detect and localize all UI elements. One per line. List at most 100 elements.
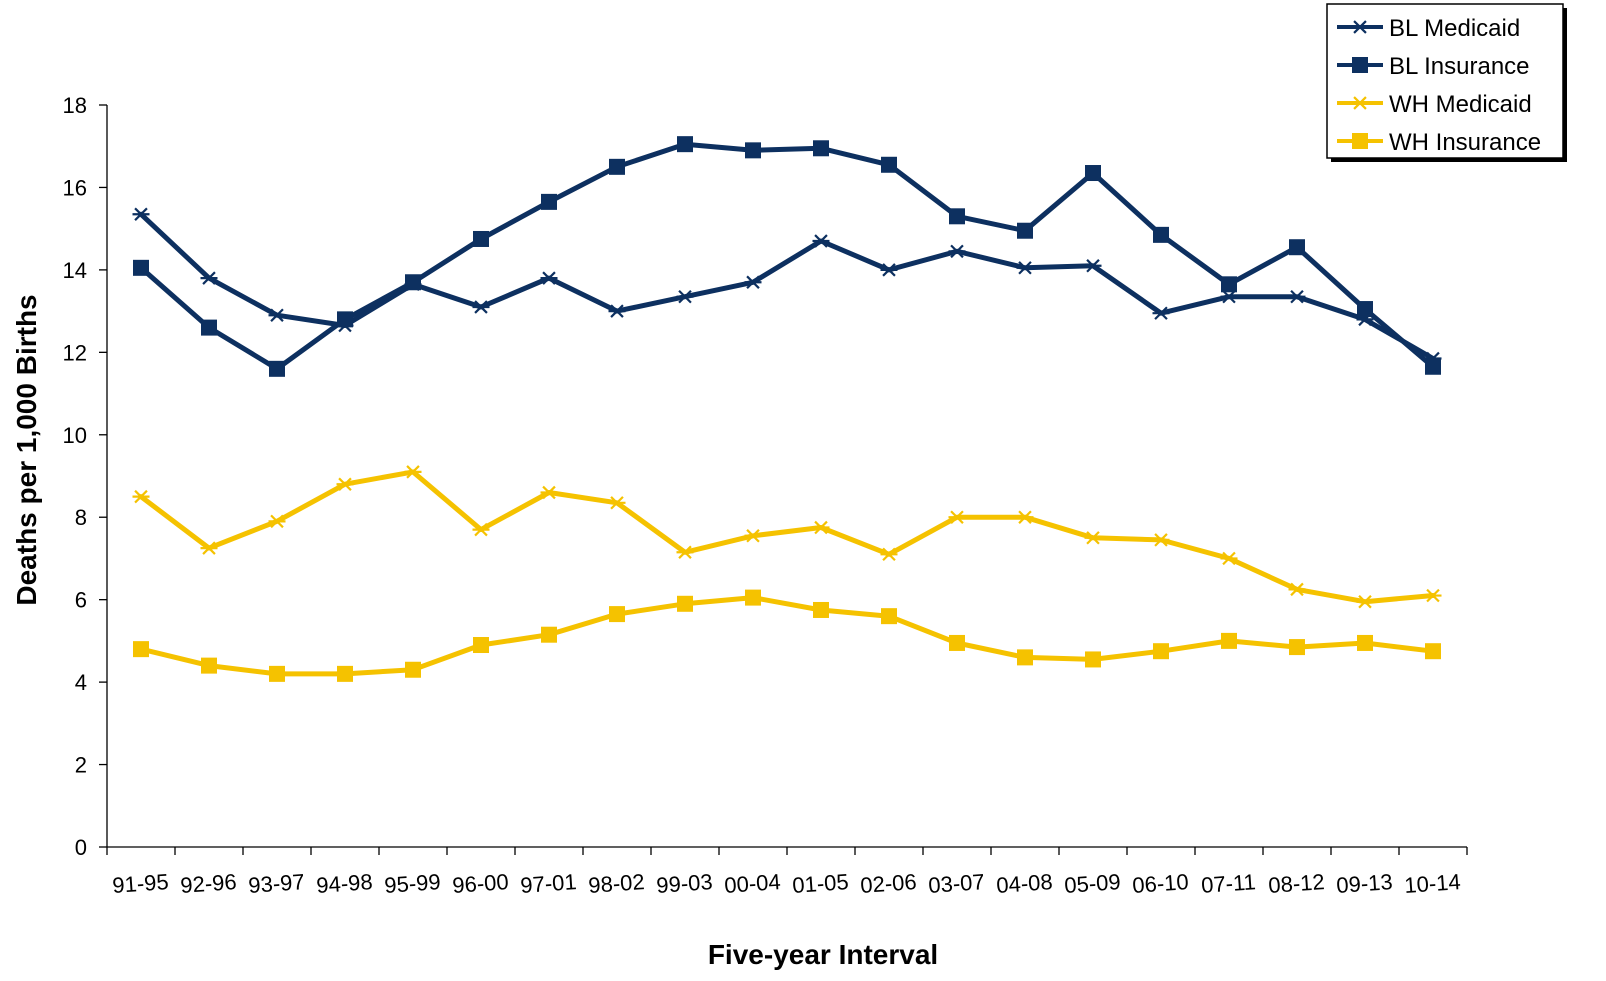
axes <box>106 105 1467 848</box>
data-point-bl-medicaid-strokes <box>132 207 150 221</box>
data-point-bl-medicaid-strokes <box>1084 259 1102 273</box>
data-point-wh-medicaid-strokes <box>200 541 218 555</box>
x-tick-label: 10-14 <box>1404 869 1462 898</box>
data-point-wh-insurance <box>609 606 625 623</box>
data-point-bl-insurance <box>1153 226 1169 243</box>
data-point-wh-insurance <box>1017 649 1033 666</box>
data-point-wh-medicaid-strokes <box>1016 510 1034 524</box>
data-point-wh-insurance <box>813 601 829 618</box>
data-point-wh-medicaid <box>1016 510 1034 524</box>
data-point-bl-medicaid <box>1152 306 1170 320</box>
series-line-wh-insurance <box>138 595 1436 677</box>
data-point-wh-medicaid-strokes <box>1288 582 1306 597</box>
data-point-wh-medicaid-strokes <box>1220 551 1238 566</box>
legend-label-bl-insurance: BL Insurance <box>1389 53 1530 80</box>
data-point-bl-medicaid-strokes <box>540 271 558 285</box>
data-point-bl-insurance <box>1085 165 1101 182</box>
data-point-wh-medicaid-strokes <box>812 520 830 535</box>
data-point-wh-medicaid <box>812 520 830 535</box>
data-point-wh-medicaid <box>336 477 354 491</box>
data-point-wh-medicaid-strokes <box>472 522 490 537</box>
data-point-bl-insurance <box>337 311 353 328</box>
data-point-bl-medicaid <box>948 244 966 259</box>
data-point-wh-medicaid <box>1356 595 1374 609</box>
data-point-wh-medicaid-strokes <box>948 510 966 524</box>
legend-marker-bl-insurance <box>1352 57 1368 73</box>
data-point-wh-medicaid <box>200 541 218 555</box>
data-point-bl-insurance <box>473 230 489 247</box>
data-point-wh-medicaid-strokes <box>404 465 422 479</box>
data-point-bl-medicaid-strokes <box>948 244 966 259</box>
data-point-bl-insurance <box>677 136 693 153</box>
legend-label-wh-insurance: WH Insurance <box>1389 129 1541 156</box>
data-point-bl-medicaid-strokes <box>472 300 490 314</box>
data-point-bl-medicaid-strokes <box>880 263 898 277</box>
x-tick-label: 01-05 <box>792 869 850 898</box>
data-point-bl-insurance <box>1017 222 1033 239</box>
data-point-wh-medicaid-strokes <box>1084 531 1102 545</box>
data-point-bl-insurance <box>1289 239 1305 256</box>
data-point-bl-medicaid-strokes <box>268 308 286 322</box>
x-tick-label: 04-08 <box>996 869 1054 898</box>
data-point-bl-medicaid <box>200 271 218 285</box>
series-line-bl-medicaid <box>138 211 1436 361</box>
x-tick-label: 09-13 <box>1336 869 1394 898</box>
data-point-bl-insurance <box>745 142 761 159</box>
data-point-wh-insurance <box>1221 632 1237 649</box>
data-point-wh-medicaid <box>404 465 422 479</box>
data-point-wh-medicaid-strokes <box>608 496 626 510</box>
legend-marker-wh-medicaid-strokes <box>1351 96 1369 110</box>
y-tick-label: 2 <box>75 753 87 778</box>
y-tick-label: 18 <box>63 93 87 118</box>
x-tick-label: 91-95 <box>112 869 170 898</box>
data-point-bl-insurance <box>269 360 285 377</box>
x-tick-label: 99-03 <box>656 869 714 898</box>
data-point-bl-insurance <box>609 158 625 175</box>
data-point-wh-medicaid <box>880 547 898 562</box>
x-axis-ticks: 91-95 92-96 93-97 94-98 95-99 96-00 97-01 98-02… <box>106 847 1468 898</box>
x-tick-label: 92-96 <box>180 869 238 898</box>
data-point-bl-insurance <box>1425 358 1441 375</box>
x-tick-label: 05-09 <box>1064 869 1122 898</box>
x-tick-label: 98-02 <box>588 869 646 898</box>
data-point-wh-medicaid <box>744 529 762 543</box>
data-point-bl-insurance <box>133 259 149 276</box>
x-tick-label: 93-97 <box>248 869 306 898</box>
data-point-wh-medicaid <box>1220 551 1238 566</box>
x-tick-label: 00-04 <box>724 869 782 898</box>
series-bl-medicaid <box>132 207 1442 366</box>
data-point-wh-medicaid <box>132 489 150 504</box>
data-point-wh-medicaid <box>1084 531 1102 545</box>
data-point-wh-insurance <box>745 589 761 606</box>
y-tick-label: 6 <box>75 588 87 613</box>
data-point-wh-insurance <box>337 665 353 682</box>
y-tick-label: 12 <box>63 340 87 365</box>
data-point-bl-medicaid <box>880 263 898 277</box>
legend-marker-wh-insurance <box>1352 133 1368 149</box>
series-wh-medicaid <box>132 465 1442 609</box>
legend-marker-wh-medicaid <box>1351 96 1369 110</box>
data-point-wh-insurance <box>201 657 217 674</box>
data-point-wh-insurance <box>1153 643 1169 660</box>
series-line-wh-medicaid <box>138 469 1436 605</box>
data-point-bl-insurance <box>541 193 557 210</box>
x-tick-label: 08-12 <box>1268 869 1326 898</box>
data-point-wh-medicaid <box>540 485 558 500</box>
data-point-wh-insurance <box>677 595 693 612</box>
legend-marker-bl-medicaid <box>1351 20 1369 34</box>
data-point-bl-medicaid <box>540 271 558 285</box>
data-point-wh-insurance <box>1085 651 1101 668</box>
data-point-wh-insurance <box>405 661 421 678</box>
series-bl-insurance <box>133 136 1441 377</box>
data-point-wh-medicaid <box>948 510 966 524</box>
data-point-wh-insurance <box>1425 643 1441 660</box>
data-point-wh-medicaid <box>676 545 694 559</box>
y-axis-ticks: 0 2 4 6 8 10 12 14 16 18 <box>63 93 107 860</box>
y-tick-label: 14 <box>63 258 87 283</box>
data-point-wh-insurance <box>881 608 897 625</box>
data-point-wh-medicaid <box>1152 533 1170 547</box>
y-tick-label: 10 <box>63 423 87 448</box>
data-point-bl-medicaid <box>1288 289 1306 304</box>
data-point-wh-medicaid-strokes <box>1152 533 1170 547</box>
